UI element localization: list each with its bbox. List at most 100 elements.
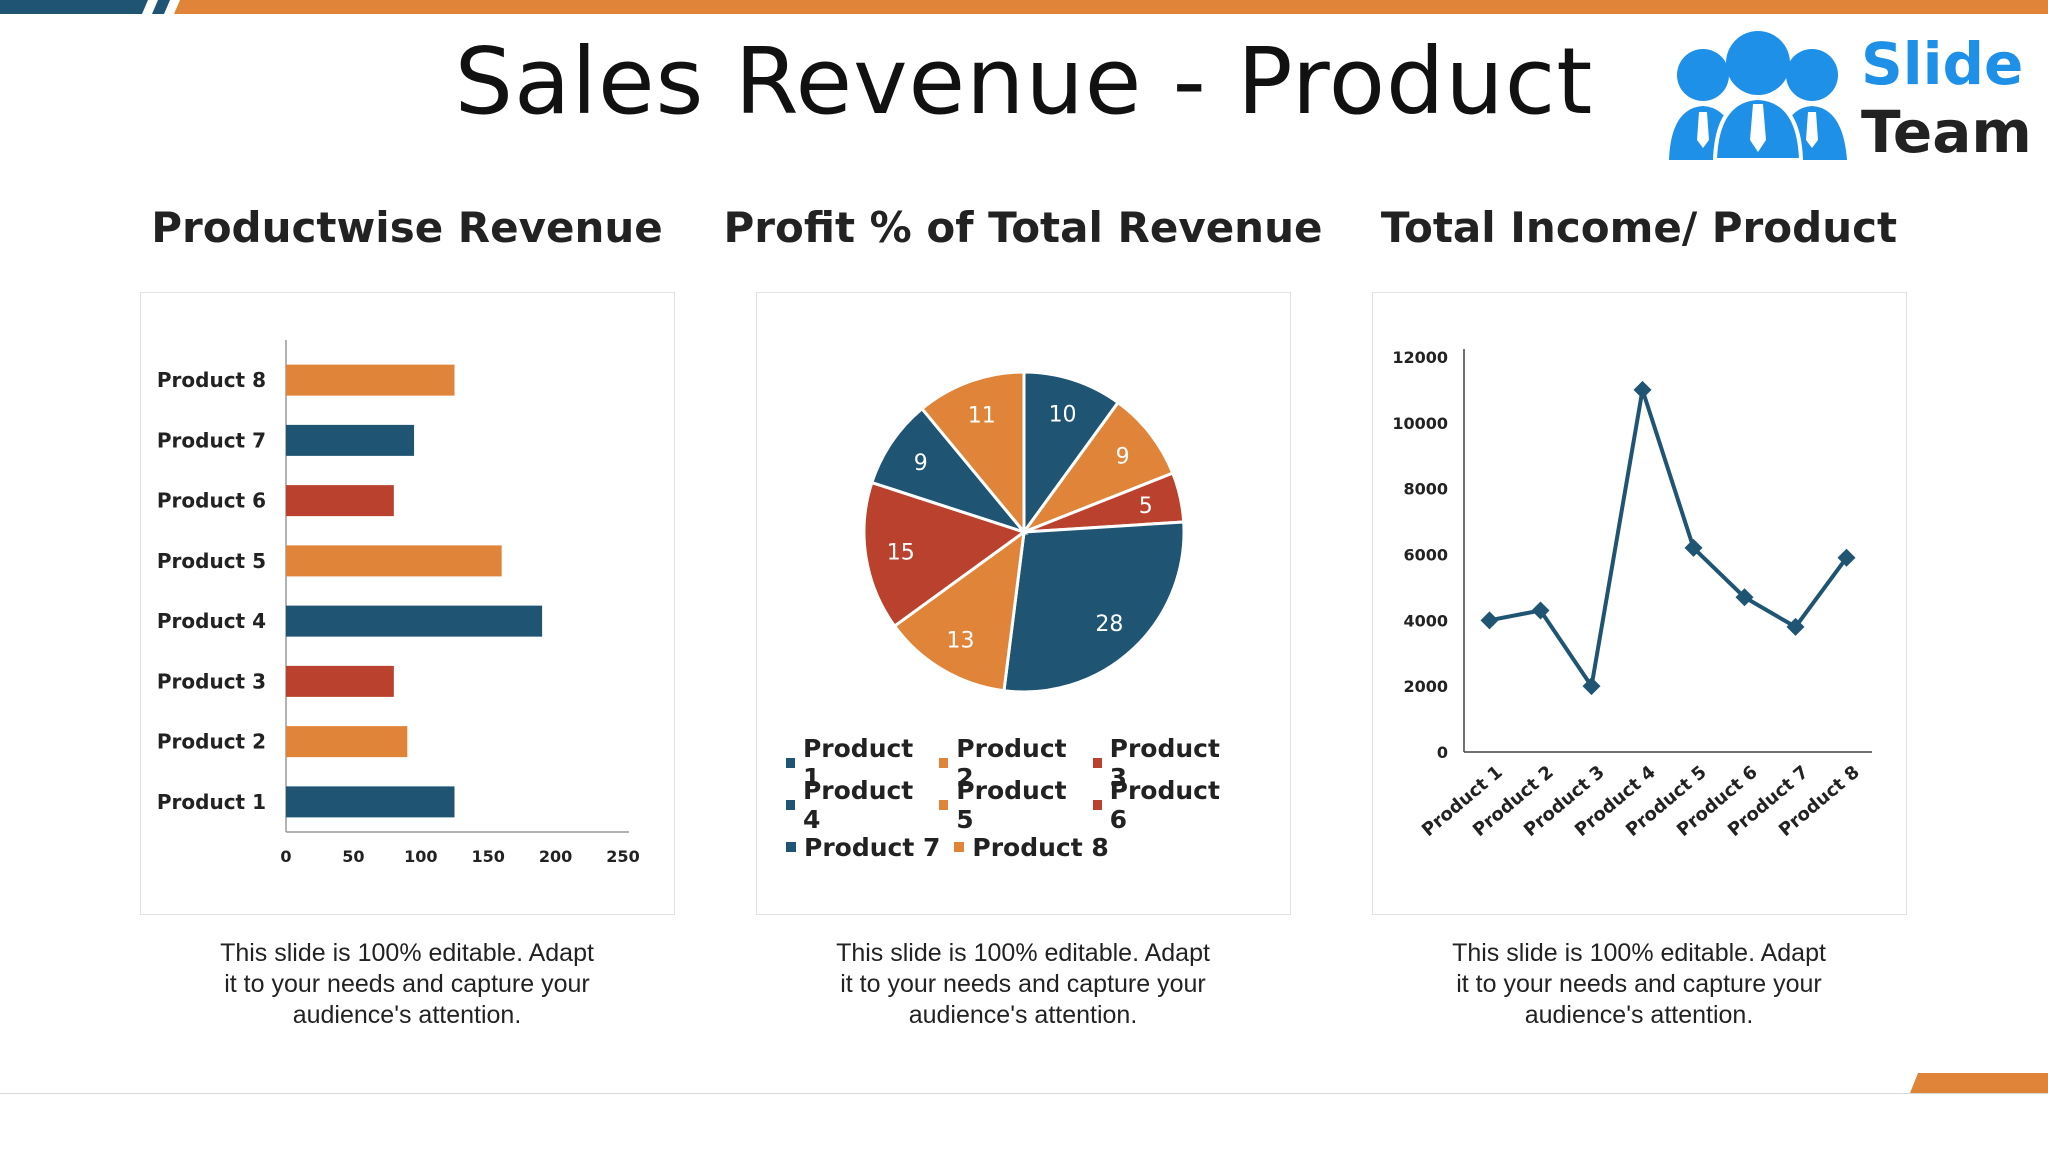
x-tick-label: 150 [471,847,504,866]
caption-line: This slide is 100% editable. Adapt [836,939,1210,967]
logo-slide-text: Slide [1861,30,2024,98]
x-tick-label: 50 [342,847,364,866]
y-tick-label: 2000 [1403,677,1448,696]
legend-label: Product 1 [802,734,914,792]
slice-label: 5 [1139,494,1153,519]
legend-label: Product 7 [804,832,941,862]
legend-entry: Product 2 [939,734,1078,792]
bar [286,424,415,456]
category-label: Product 5 [157,549,266,573]
line-caption: This slide is 100% editable. Adapt it to… [1329,938,1949,1031]
bar [286,545,502,577]
page-title: Sales Revenue - Product [454,28,1594,135]
legend-swatch [939,800,949,810]
y-tick-label: 8000 [1403,480,1448,499]
bar-caption: This slide is 100% editable. Adapt it to… [97,938,717,1031]
pie-slice [869,406,1029,536]
legend-label: Product 6 [1109,776,1220,834]
bar-chart-title: Productwise Revenue [151,203,663,252]
x-tick-label: 250 [606,847,639,866]
line-chart-title: Total Income/ Product [1380,203,1898,252]
slice-label: 9 [914,451,928,476]
caption-line: it to your needs and capture your [224,970,590,998]
pie-chart-title: Profit % of Total Revenue [723,203,1323,252]
pie-slice [862,480,1028,629]
slice-label: 13 [946,628,974,653]
slice-label: 9 [1116,445,1130,470]
legend-swatch [954,842,965,852]
bottom-accent-bar [1910,1073,2048,1093]
data-point [1633,380,1652,399]
legend-entry: Product 4 [786,776,925,834]
bar-chart: Product 8 Product 7 Product 6 Product 5 Prod… [157,340,640,866]
caption-line: audience's attention. [908,1001,1138,1029]
pie-slice [1022,370,1121,537]
slice-label: 28 [1095,612,1123,637]
legend-label: Product 5 [956,776,1067,834]
caption-line: This slide is 100% editable. Adapt [1452,939,1826,967]
category-label: Product 4 [157,609,266,633]
legend-entry: Product 5 [939,776,1078,834]
legend-label: Product 4 [802,776,914,834]
legend-row: Product 4 Product 5 Product 6 [786,776,1246,834]
bar [286,485,394,517]
data-point [1837,548,1856,567]
legend-swatch [1092,800,1102,810]
legend-label: Product 2 [956,734,1067,792]
x-tick-label: 100 [404,847,437,866]
y-tick-label: 0 [1437,743,1448,762]
y-tick-label: 12000 [1392,348,1448,367]
legend-swatch [939,758,949,768]
legend-entry: Product 8 [954,832,1109,862]
series-line [1489,387,1849,689]
legend-entry: Product 6 [1092,776,1232,834]
bottom-divider [0,1093,2048,1094]
legend-label: Product 8 [972,832,1109,862]
slice-label: 15 [887,541,915,566]
caption-line: This slide is 100% editable. Adapt [220,939,594,967]
pie-slice [919,370,1026,537]
y-tick-label: 6000 [1403,546,1448,565]
slice-label: 11 [968,404,996,429]
legend-entry: Product 7 [786,833,940,862]
legend-swatch [786,842,796,852]
pie-slice [1019,400,1175,536]
category-label: Product 1 [157,790,266,814]
bar [286,364,455,396]
bar [286,786,455,818]
pie-caption: This slide is 100% editable. Adapt it to… [713,938,1333,1031]
data-point [1582,677,1601,696]
x-tick-label: 200 [539,847,572,866]
bar [286,665,394,697]
slice-label: 10 [1049,402,1077,427]
legend-row: Product 1 Product 2 Product 3 [786,734,1246,792]
data-point [1786,617,1805,636]
legend-entry: Product 3 [1092,734,1232,792]
people-group-icon [1669,31,1847,162]
caption-line: audience's attention. [1524,1001,1754,1029]
legend-row: Product 7 Product 8 [786,826,1246,868]
data-point [1531,601,1550,620]
legend-swatch [786,800,795,810]
bar [286,726,408,758]
x-tick-label: 0 [280,847,291,866]
legend-label: Product 3 [1109,734,1220,792]
legend-entry: Product 1 [786,734,925,792]
category-label: Product 7 [157,428,266,452]
data-point [1480,611,1499,630]
category-label: Product 3 [157,669,266,693]
pie-legend: Product 1 Product 2 Product 3 Product 4 Prod… [786,734,1246,868]
data-point [1735,588,1754,607]
bar [286,605,543,637]
caption-line: audience's attention. [292,1001,522,1029]
legend-swatch [1092,758,1102,768]
logo-team-text: Team [1861,98,2032,166]
y-tick-label: 10000 [1392,414,1448,433]
category-label: Product 2 [157,730,266,754]
caption-line: it to your needs and capture your [840,970,1206,998]
y-tick-label: 4000 [1403,611,1448,630]
pie-slice [1002,520,1186,694]
category-label: Product 8 [157,368,266,392]
